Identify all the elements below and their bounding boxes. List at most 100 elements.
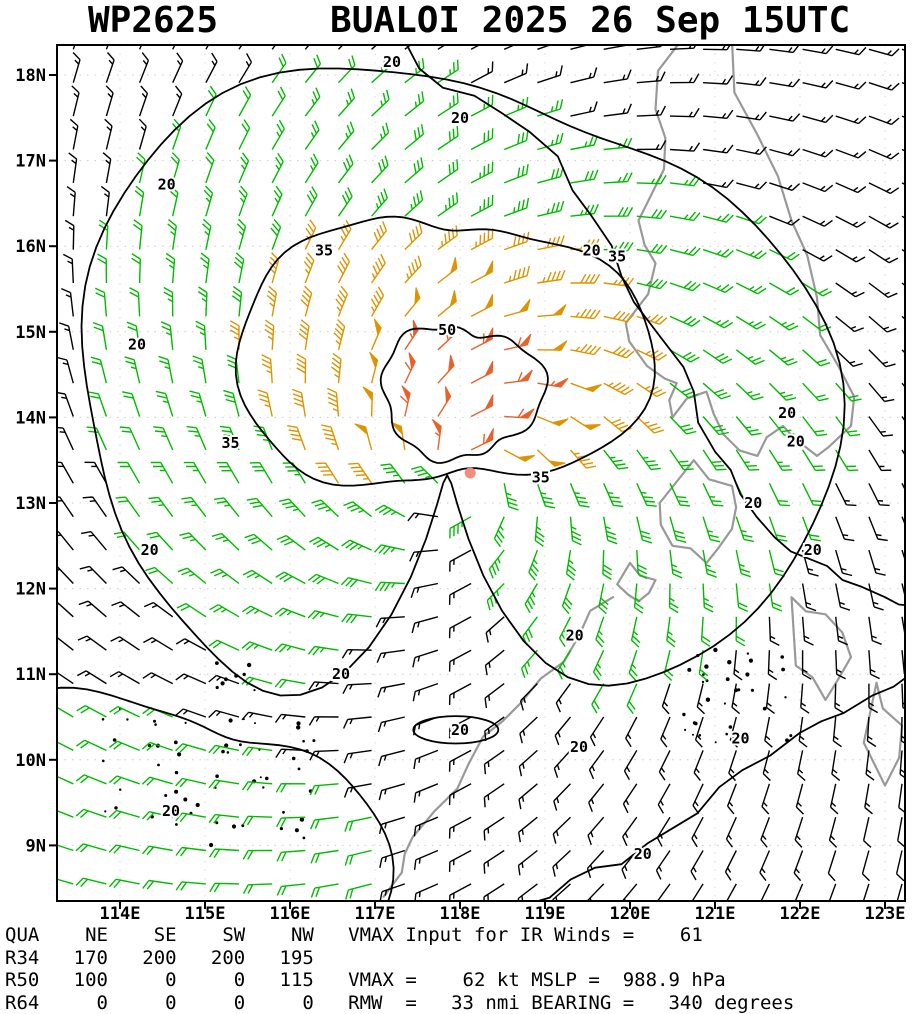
island-dot xyxy=(781,667,785,672)
wind-barb xyxy=(503,265,530,284)
contour-labels: 20 20 20 20 20 20 20 20 20 20 20 20 20 20 20 20 20 35 35 35… xyxy=(126,51,824,865)
wind-barb xyxy=(592,649,605,681)
wind-barb xyxy=(307,645,339,656)
island-dot xyxy=(692,733,694,736)
wind-barb xyxy=(62,253,74,284)
wind-barb xyxy=(72,52,81,83)
island-dot xyxy=(762,706,767,711)
wind-barb xyxy=(769,182,801,191)
wind-barb xyxy=(702,549,717,578)
wind-barb xyxy=(669,550,683,579)
island-dot xyxy=(704,664,709,669)
wind-barb xyxy=(702,416,729,436)
lat-tick-label: 10N xyxy=(15,751,46,771)
wind-barb xyxy=(138,52,150,83)
wind-barb xyxy=(270,218,282,250)
lon-tick-label: 118E xyxy=(440,904,481,924)
island-dot xyxy=(177,752,182,757)
wind-barb xyxy=(404,124,424,151)
wind-barb xyxy=(702,382,731,400)
wind-barb xyxy=(636,483,657,507)
wind-barb xyxy=(242,883,273,894)
wind-barb xyxy=(241,605,273,618)
island-dot xyxy=(312,739,316,743)
wind-barb xyxy=(470,94,494,117)
wind-barb xyxy=(868,249,899,264)
wind-barb xyxy=(57,391,74,417)
wind-barb xyxy=(238,53,253,84)
wind-barb xyxy=(142,879,173,890)
wind-barb xyxy=(691,816,704,848)
wind-barb xyxy=(636,550,648,580)
wind-barb xyxy=(868,416,893,437)
wind-barb xyxy=(537,269,566,284)
wind-barb xyxy=(636,349,668,361)
wind-barb xyxy=(696,683,705,715)
wind-barb xyxy=(223,389,240,417)
contour-label-20: 20 xyxy=(451,721,469,739)
contour-label-20: 20 xyxy=(566,627,584,645)
wind-barb xyxy=(802,416,828,437)
wind-barb xyxy=(437,290,457,317)
wind-barb xyxy=(761,783,771,815)
island-dot xyxy=(173,740,178,745)
wind-barb xyxy=(170,152,180,184)
wind-barb xyxy=(504,333,532,351)
wind-barb xyxy=(598,583,609,615)
wind-barb xyxy=(835,282,865,298)
wind-barb xyxy=(274,678,306,689)
island-dot xyxy=(714,741,717,744)
wind-barb xyxy=(110,636,140,651)
wind-barb xyxy=(503,164,529,184)
wind-barb xyxy=(373,544,405,555)
wind-barb xyxy=(175,777,207,788)
wind-barb xyxy=(868,215,899,229)
wind-barb xyxy=(205,152,215,184)
isotach-50 xyxy=(379,326,549,464)
plot-area: 20 20 20 20 20 20 20 20 20 20 20 20 20 20 20 20 20 35 35 35… xyxy=(57,45,905,901)
wind-barb xyxy=(536,449,566,467)
wind-barb xyxy=(603,276,635,287)
wind-barb xyxy=(570,415,601,431)
wind-barb xyxy=(337,252,351,284)
island-dot xyxy=(104,810,107,813)
wind-barb xyxy=(557,649,572,680)
wind-barb xyxy=(735,549,751,578)
wind-barb xyxy=(503,231,530,251)
island-dot xyxy=(101,718,105,721)
wind-barb xyxy=(470,260,494,284)
wind-barb xyxy=(603,137,633,151)
island-dot xyxy=(184,721,187,725)
wind-barb xyxy=(735,349,765,365)
wind-barb xyxy=(802,148,834,158)
wind-barb xyxy=(625,716,638,748)
wind-barb xyxy=(308,536,339,551)
island-dot xyxy=(157,763,160,767)
lat-tick-label: 9N xyxy=(26,836,46,856)
wind-barb xyxy=(868,148,900,160)
lat-tick-label: 15N xyxy=(15,323,46,343)
isotach-35 xyxy=(234,215,656,487)
wind-barb xyxy=(138,85,149,117)
wind-barb xyxy=(703,144,734,154)
island-dot xyxy=(723,702,727,705)
wind-barb xyxy=(470,61,494,84)
wind-barb xyxy=(279,498,306,518)
island-dot xyxy=(153,719,156,723)
wind-barb xyxy=(307,610,339,620)
wind-barb xyxy=(660,716,671,748)
coastline-mindoro xyxy=(658,459,738,564)
island-dot xyxy=(692,721,697,725)
wind-barb xyxy=(736,146,767,155)
wind-barb xyxy=(669,246,701,257)
wind-barb xyxy=(703,75,734,85)
wind-barb xyxy=(503,197,530,217)
contour-label-20: 20 xyxy=(451,109,469,127)
wind-barb xyxy=(111,601,141,618)
island-dot xyxy=(220,681,225,686)
wind-barb xyxy=(179,532,207,551)
lon-tick-label: 123E xyxy=(865,904,906,924)
wind-barb xyxy=(570,382,602,393)
island-dot xyxy=(702,673,705,676)
wind-barb xyxy=(802,114,834,124)
